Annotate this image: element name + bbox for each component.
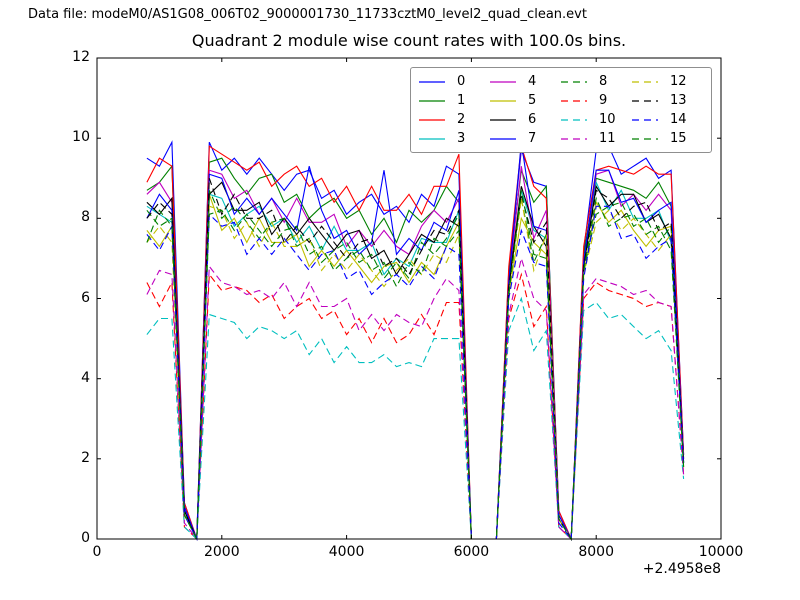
legend-item-6: 6 xyxy=(490,111,561,129)
legend-line-sample-8 xyxy=(561,81,587,83)
legend-label-9: 9 xyxy=(599,93,608,108)
legend-item-14: 14 xyxy=(632,111,703,129)
x-tick-label: 10000 xyxy=(698,544,744,560)
series-line-3 xyxy=(146,180,685,541)
x-tick-label: 6000 xyxy=(453,544,490,560)
legend-label-14: 14 xyxy=(670,112,687,127)
y-tick-label: 6 xyxy=(81,289,90,306)
y-tick-label: 10 xyxy=(72,129,90,146)
legend-label-15: 15 xyxy=(670,131,687,146)
series-line-7 xyxy=(146,142,685,542)
legend-item-4: 4 xyxy=(490,73,561,91)
legend-label-12: 12 xyxy=(670,74,687,89)
legend-item-5: 5 xyxy=(490,92,561,110)
legend-label-5: 5 xyxy=(528,93,537,108)
legend-item-15: 15 xyxy=(632,130,703,148)
legend-item-9: 9 xyxy=(561,92,632,110)
series-line-15 xyxy=(146,190,685,542)
legend-line-sample-5 xyxy=(490,100,516,102)
data-file-label: Data file: modeM0/AS1G08_006T02_90000017… xyxy=(28,7,587,22)
series-line-9 xyxy=(146,272,685,541)
legend-item-11: 11 xyxy=(561,130,632,148)
legend-item-12: 12 xyxy=(632,73,703,91)
legend-line-sample-9 xyxy=(561,100,587,102)
legend-item-3: 3 xyxy=(419,130,490,148)
legend-label-1: 1 xyxy=(457,93,466,108)
legend-label-4: 4 xyxy=(528,74,537,89)
legend-line-sample-2 xyxy=(419,119,445,121)
legend-line-sample-3 xyxy=(419,138,445,140)
legend-item-13: 13 xyxy=(632,92,703,110)
series-line-1 xyxy=(146,157,685,542)
x-tick-label: 4000 xyxy=(328,544,365,560)
x-tick-label: 0 xyxy=(92,544,102,560)
legend-label-10: 10 xyxy=(599,112,616,127)
legend-line-sample-13 xyxy=(632,100,658,102)
legend-label-13: 13 xyxy=(670,93,687,108)
legend-label-7: 7 xyxy=(528,131,537,146)
series-line-11 xyxy=(146,256,685,541)
legend-label-0: 0 xyxy=(457,74,466,89)
legend-line-sample-12 xyxy=(632,81,658,83)
legend-line-sample-15 xyxy=(632,138,658,140)
series-line-0 xyxy=(146,140,685,540)
legend-item-7: 7 xyxy=(490,130,561,148)
series-line-6 xyxy=(146,181,685,541)
legend-label-6: 6 xyxy=(528,112,537,127)
series-line-8 xyxy=(146,190,685,542)
series-line-13 xyxy=(146,178,685,541)
legend-label-2: 2 xyxy=(457,112,466,127)
y-tick-label: 8 xyxy=(81,209,90,226)
y-tick-label: 12 xyxy=(72,49,90,65)
series-line-12 xyxy=(146,198,685,542)
y-tick-label: 4 xyxy=(81,369,90,386)
x-tick-label: 2000 xyxy=(203,544,240,560)
legend-item-10: 10 xyxy=(561,111,632,129)
series-line-5 xyxy=(146,194,685,542)
x-axis-offset-label: +2.4958e8 xyxy=(642,561,721,577)
legend-label-11: 11 xyxy=(599,131,616,146)
legend-line-sample-6 xyxy=(490,119,516,121)
series-line-10 xyxy=(146,296,685,541)
y-tick-label: 2 xyxy=(81,449,90,466)
legend-item-2: 2 xyxy=(419,111,490,129)
x-tick-label: 8000 xyxy=(578,544,614,560)
legend-line-sample-7 xyxy=(490,138,516,140)
legend-line-sample-4 xyxy=(490,81,516,83)
legend-item-8: 8 xyxy=(561,73,632,91)
legend-line-sample-1 xyxy=(419,100,445,102)
series-line-14 xyxy=(146,205,685,542)
legend-line-sample-10 xyxy=(561,119,587,121)
legend: 0 1 2 3 4 5 6 7 8 9 10 11 12 13 14 15 xyxy=(410,67,712,153)
y-tick-label: 0 xyxy=(81,530,90,546)
chart-title: Quadrant 2 module wise count rates with … xyxy=(191,31,627,50)
legend-item-0: 0 xyxy=(419,73,490,91)
legend-item-1: 1 xyxy=(419,92,490,110)
legend-line-sample-0 xyxy=(419,81,445,83)
legend-line-sample-14 xyxy=(632,119,658,121)
legend-line-sample-11 xyxy=(561,138,587,140)
legend-label-8: 8 xyxy=(599,74,608,89)
legend-label-3: 3 xyxy=(457,131,466,146)
